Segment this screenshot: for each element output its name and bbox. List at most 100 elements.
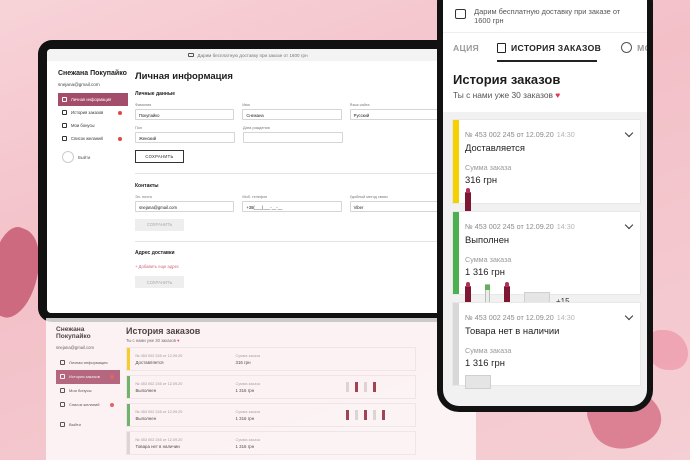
lipstick-thumbnail: [465, 188, 471, 212]
order-card[interactable]: № 453 002 245 от 12.09.20 14:30 Доставляе…: [452, 119, 641, 212]
sidebar-item-bonuses[interactable]: Мои бонусы: [58, 119, 128, 132]
order-number: № 453 002 245 от 12.09.20 14:30: [465, 313, 575, 322]
sum-label: Сумма заказа: [235, 353, 261, 358]
order-status: Товара нет в наличии: [135, 443, 180, 449]
sidebar-item-order-history[interactable]: История заказов: [56, 369, 120, 384]
sum-label: Сумма заказа: [465, 163, 512, 172]
order-status: Выполнен: [135, 415, 157, 421]
sum-label: Сумма заказа: [235, 409, 261, 414]
order-sum: 316 грн: [465, 174, 498, 185]
notification-badge: [118, 110, 122, 115]
field-label: Язык сайта: [349, 103, 370, 107]
order-number: № 453 002 245 от 12.09.20: [135, 437, 183, 442]
lipstick-thumbnail: [504, 282, 510, 306]
user-icon: [60, 360, 65, 366]
tab-personal-info[interactable]: АЦИЯ: [453, 42, 480, 53]
order-status: Выполнен: [135, 387, 157, 393]
field-label: Фамилия: [135, 103, 152, 107]
order-sum: 1 316 грн: [465, 266, 505, 277]
logout-button[interactable]: Выйти: [58, 151, 128, 163]
birthdate-field[interactable]: [243, 132, 343, 143]
account-sidebar: Снежана Покупайко snejana@gmail.com Личн…: [58, 70, 128, 163]
gender-select[interactable]: Женский: [135, 132, 235, 143]
phone-device: Дарим бесплатную доставку при заказе от …: [437, 0, 653, 412]
notification-badge: [110, 374, 114, 379]
divider: [135, 240, 449, 242]
smile-icon: [621, 42, 633, 53]
notification-badge: [118, 136, 122, 141]
field-label: Имя: [242, 103, 250, 107]
product-thumbnails: [465, 188, 630, 212]
language-select[interactable]: Русский: [349, 109, 449, 120]
save-address-button[interactable]: СОХРАНИТЬ: [135, 276, 184, 289]
section-title-contacts: Контакты: [135, 182, 159, 189]
account-sidebar: Снежана Покупайко snejana@gmail.com Личн…: [56, 326, 120, 432]
sidebar-item-wishlist[interactable]: Список желаний: [56, 398, 120, 412]
delivery-banner: Дарим бесплатную доставку при заказе от …: [47, 49, 449, 61]
delivery-banner-text: Дарим бесплатную доставку при заказе от …: [197, 52, 308, 58]
cart-icon: [60, 374, 65, 380]
truck-icon: [188, 53, 195, 57]
product-thumbnails: [465, 375, 630, 389]
order-number: № 453 002 245 от 12.09.20 14:30: [465, 130, 575, 139]
status-bar: [127, 432, 130, 454]
save-contacts-button[interactable]: СОХРАНИТЬ: [135, 218, 184, 231]
firstname-field[interactable]: Снежана: [242, 109, 342, 120]
heart-icon: [62, 136, 67, 141]
sidebar-item-wishlist[interactable]: Список желаний: [58, 132, 128, 145]
sidebar-item-order-history[interactable]: История заказов: [58, 106, 128, 119]
orders-icon: [497, 42, 507, 53]
status-bar: [453, 212, 459, 294]
order-history-header: История заказов Ты с нами уже 30 заказов…: [443, 62, 647, 112]
order-sum: 1 316 грн: [465, 357, 505, 368]
order-card[interactable]: № 453 002 245 от 12.09.20 Выполнен Сумма …: [126, 403, 416, 427]
field-label: Дата рождения: [243, 126, 270, 130]
order-sum: 316 грн: [235, 359, 251, 365]
add-address-link[interactable]: + Добавить еще адрес: [135, 264, 180, 270]
heart-icon: ♥: [555, 90, 561, 100]
heart-icon: [60, 402, 65, 408]
logout-button[interactable]: Выйти: [56, 418, 120, 432]
email-field[interactable]: snejana@gmail.com: [135, 200, 235, 212]
sum-label: Сумма заказа: [235, 437, 261, 442]
logout-icon: [62, 151, 74, 163]
sidebar-item-bonuses[interactable]: Мои бонусы: [56, 384, 120, 398]
status-bar: [453, 303, 459, 385]
sidebar-item-personal-info[interactable]: Личная информация: [56, 356, 120, 370]
status-bar: [127, 404, 130, 426]
sidebar-item-personal-info[interactable]: Личная информация: [58, 93, 128, 106]
section-title-address: Адрес доставки: [135, 250, 175, 257]
tab-order-history[interactable]: ИСТОРИЯ ЗАКАЗОВ: [497, 42, 601, 53]
field-label: Пол: [135, 126, 142, 130]
order-history-panel: История заказов Ты с нами уже 30 заказов…: [126, 326, 476, 455]
account-tabs: АЦИЯ ИСТОРИЯ ЗАКАЗОВ МОИ: [443, 32, 647, 62]
order-number: № 453 002 245 от 12.09.20: [135, 381, 183, 386]
tab-bonuses[interactable]: МОИ: [621, 42, 647, 53]
order-card[interactable]: № 453 002 245 от 12.09.20 Доставляется Су…: [126, 347, 416, 371]
user-name: Снежана Покупайко: [58, 70, 127, 77]
order-card[interactable]: № 453 002 245 от 12.09.20 14:30 Выполнен …: [452, 211, 641, 306]
user-email: snejana@gmail.com: [56, 344, 95, 350]
sum-label: Сумма заказа: [465, 255, 512, 264]
logout-icon: [60, 422, 65, 428]
contact-method-select[interactable]: Viber: [349, 200, 449, 212]
lastname-field[interactable]: Покупайко: [135, 109, 235, 120]
page-title: Личная информация: [135, 71, 233, 82]
order-status: Товара нет в наличии: [465, 325, 560, 336]
gift-icon: [60, 388, 65, 394]
lipstick-thumbnail: [465, 282, 471, 306]
save-button[interactable]: СОХРАНИТЬ: [135, 150, 184, 163]
page-subtitle: Ты с нами уже 30 заказов ♥: [126, 338, 180, 343]
order-card[interactable]: № 453 002 245 от 12.09.20 Выполнен Сумма …: [126, 375, 416, 399]
notification-badge: [110, 402, 114, 407]
order-sum: 1 316 грн: [235, 415, 255, 421]
box-thumbnail: [465, 375, 491, 389]
page-title: История заказов: [453, 72, 561, 87]
user-name: Снежана Покупайко: [56, 326, 91, 341]
phone-field[interactable]: +38(___)___-__-__: [242, 200, 342, 212]
field-label: Эл. почта: [135, 194, 152, 199]
personal-info-panel: Личная информация Личные данные Фамилия …: [135, 71, 449, 289]
order-card[interactable]: № 453 002 245 от 12.09.20 14:30 Товара не…: [452, 302, 641, 389]
sum-label: Сумма заказа: [235, 381, 261, 386]
order-card[interactable]: № 453 002 245 от 12.09.20 Товара нет в на…: [126, 431, 416, 455]
